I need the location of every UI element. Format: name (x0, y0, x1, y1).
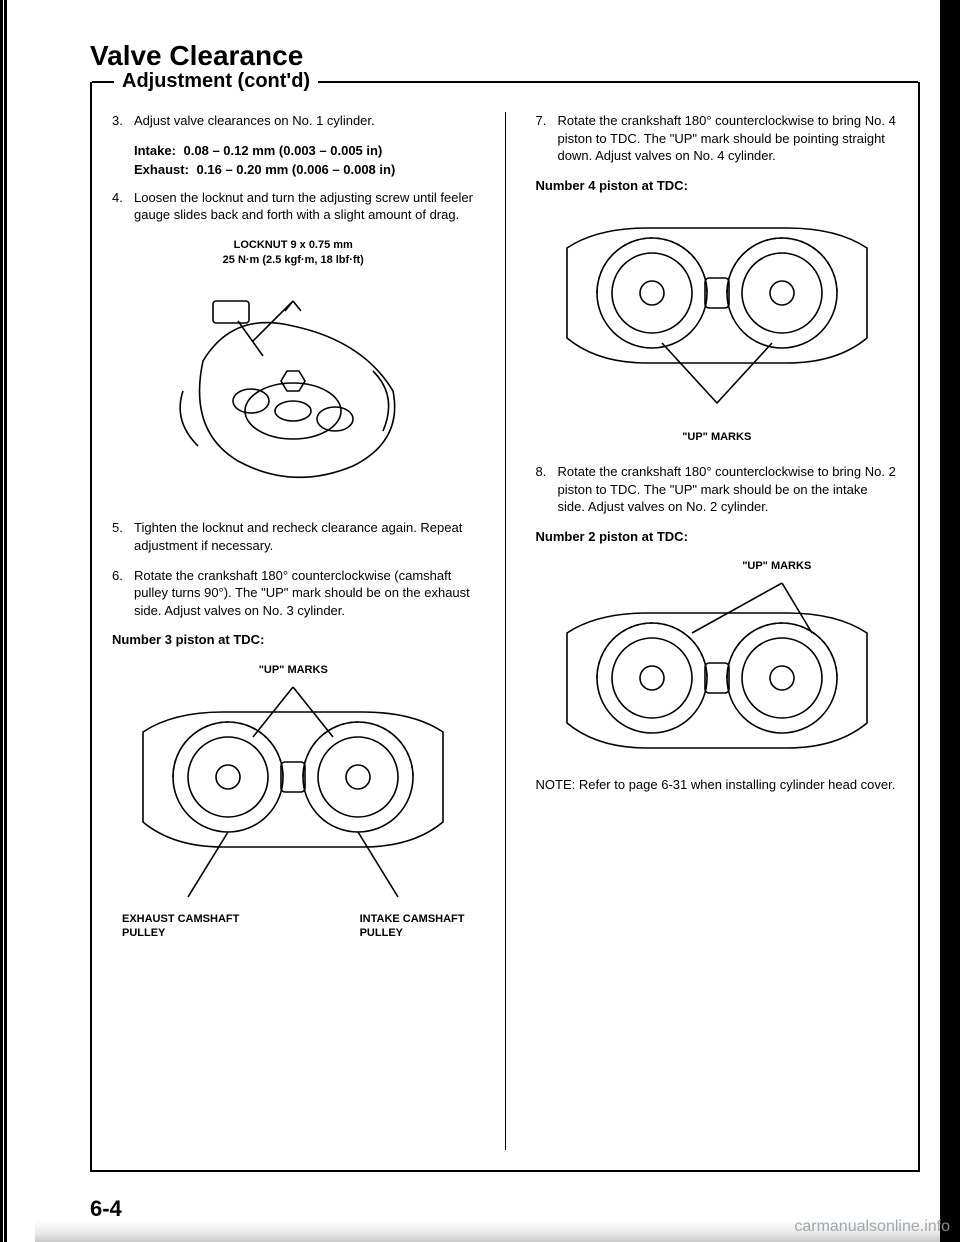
up-marks-label: "UP" MARKS (536, 430, 899, 445)
label-line: PULLEY (122, 927, 165, 939)
step-number: 7. (536, 112, 558, 165)
figure-piston-2: "UP" MARKS (536, 559, 899, 758)
section-frame: Adjustment (cont'd) 3. Adjust valve clea… (90, 82, 920, 1172)
step-4: 4. Loosen the locknut and turn the adjus… (112, 189, 475, 224)
subhead-piston-2: Number 2 piston at TDC: (536, 528, 899, 546)
note-text: NOTE: Refer to page 6-31 when installing… (536, 776, 899, 794)
columns: 3. Adjust valve clearances on No. 1 cyli… (112, 112, 898, 1150)
section-label-wrap: Adjustment (cont'd) (92, 70, 918, 93)
column-divider (505, 112, 506, 1150)
step-number: 3. (112, 112, 134, 130)
figure-piston-3: "UP" MARKS (112, 663, 475, 942)
figure-callout: LOCKNUT 9 x 0.75 mm 25 N·m (2.5 kgf·m, 1… (112, 238, 475, 268)
step-number: 4. (112, 189, 134, 224)
locknut-diagram-icon (143, 271, 443, 501)
column-left: 3. Adjust valve clearances on No. 1 cyli… (112, 112, 475, 1150)
step-number: 8. (536, 463, 558, 516)
spec-label: Exhaust: (134, 162, 189, 177)
watermark: carmanualsonline.info (794, 1218, 950, 1236)
section-label: Adjustment (cont'd) (114, 70, 318, 93)
intake-pulley-label: INTAKE CAMSHAFT PULLEY (360, 912, 465, 942)
step-3: 3. Adjust valve clearances on No. 1 cyli… (112, 112, 475, 130)
subhead-piston-4: Number 4 piston at TDC: (536, 177, 899, 195)
camshaft-pulleys-icon (557, 578, 877, 758)
figure-piston-4: "UP" MARKS (536, 208, 899, 445)
callout-line: 25 N·m (2.5 kgf·m, 18 lbf·ft) (223, 254, 364, 266)
spec-value: 0.16 – 0.20 mm (0.006 – 0.008 in) (197, 162, 396, 177)
step-text: Rotate the crankshaft 180° counterclockw… (558, 112, 899, 165)
label-line: INTAKE CAMSHAFT (360, 913, 465, 925)
step-text: Rotate the crankshaft 180° counterclockw… (558, 463, 899, 516)
pulley-labels: EXHAUST CAMSHAFT PULLEY INTAKE CAMSHAFT … (112, 912, 475, 942)
spec-block: Intake: 0.08 – 0.12 mm (0.003 – 0.005 in… (134, 142, 475, 179)
spec-value: 0.08 – 0.12 mm (0.003 – 0.005 in) (184, 143, 383, 158)
up-marks-label: "UP" MARKS (536, 559, 899, 574)
step-text: Loosen the locknut and turn the adjustin… (134, 189, 475, 224)
spec-exhaust: Exhaust: 0.16 – 0.20 mm (0.006 – 0.008 i… (134, 161, 475, 179)
camshaft-pulleys-icon (133, 682, 453, 912)
step-text: Rotate the crankshaft 180° counterclockw… (134, 567, 475, 620)
spec-label: Intake: (134, 143, 176, 158)
column-right: 7. Rotate the crankshaft 180° counterclo… (536, 112, 899, 1150)
label-line: PULLEY (360, 927, 403, 939)
page-title: Valve Clearance (90, 40, 920, 72)
step-6: 6. Rotate the crankshaft 180° counterclo… (112, 567, 475, 620)
exhaust-pulley-label: EXHAUST CAMSHAFT PULLEY (122, 912, 239, 942)
spec-intake: Intake: 0.08 – 0.12 mm (0.003 – 0.005 in… (134, 142, 475, 160)
step-8: 8. Rotate the crankshaft 180° counterclo… (536, 463, 899, 516)
step-text: Adjust valve clearances on No. 1 cylinde… (134, 112, 475, 130)
up-marks-label: "UP" MARKS (112, 663, 475, 678)
label-line: EXHAUST CAMSHAFT (122, 913, 239, 925)
subhead-piston-3: Number 3 piston at TDC: (112, 631, 475, 649)
figure-locknut: LOCKNUT 9 x 0.75 mm 25 N·m (2.5 kgf·m, 1… (112, 238, 475, 502)
callout-line: LOCKNUT 9 x 0.75 mm (234, 239, 353, 251)
step-5: 5. Tighten the locknut and recheck clear… (112, 519, 475, 554)
step-number: 6. (112, 567, 134, 620)
page: Valve Clearance Adjustment (cont'd) 3. A… (0, 0, 960, 1242)
step-text: Tighten the locknut and recheck clearanc… (134, 519, 475, 554)
step-number: 5. (112, 519, 134, 554)
step-7: 7. Rotate the crankshaft 180° counterclo… (536, 112, 899, 165)
camshaft-pulleys-icon (557, 208, 877, 428)
page-number: 6-4 (90, 1196, 122, 1222)
